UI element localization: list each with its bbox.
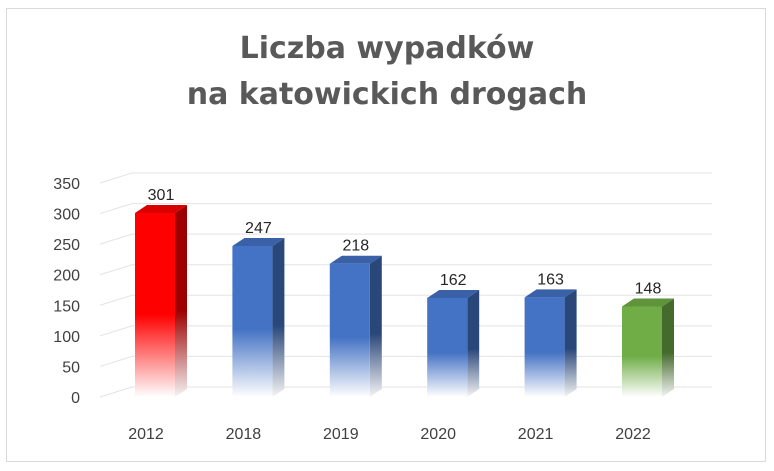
y-tick-label: 200: [53, 268, 80, 285]
data-label: 247: [245, 220, 272, 237]
bar-2020: 162: [427, 272, 480, 397]
bar-top-face: [329, 255, 382, 264]
y-tick-label: 0: [71, 390, 80, 407]
data-label: 301: [148, 187, 175, 204]
y-tick-label: 300: [53, 207, 80, 224]
bar-top-face: [232, 237, 285, 246]
data-label: 148: [635, 281, 662, 298]
x-tick-label: 2018: [226, 426, 262, 443]
bar-front-face: [232, 245, 273, 397]
y-tick-label: 250: [53, 237, 80, 254]
bar-top-face: [524, 289, 577, 298]
x-tick-label: 2022: [615, 426, 651, 443]
data-label: 163: [537, 271, 564, 288]
data-label: 218: [342, 238, 369, 255]
gridline-depth: [99, 386, 133, 398]
chart-title: Liczba wypadków na katowickich drogach: [0, 26, 774, 118]
x-tick-label: 2019: [323, 426, 359, 443]
gridline-depth: [99, 355, 133, 367]
gridline-depth: [99, 233, 133, 245]
x-tick-label: 2012: [128, 426, 164, 443]
bar-side-face: [272, 237, 285, 397]
bar-front-face: [524, 297, 565, 397]
bar-2022: 148: [622, 281, 674, 397]
bar-side-face: [175, 204, 187, 397]
bar-2012: 301: [135, 187, 187, 397]
gridline-depth: [99, 172, 133, 184]
data-label: 162: [440, 272, 467, 289]
chart-title-line-1: Liczba wypadków: [239, 31, 535, 66]
bar-top-face: [622, 298, 674, 307]
x-tick-label: 2020: [420, 426, 456, 443]
gridline-depth: [99, 325, 133, 337]
y-tick-label: 350: [53, 176, 80, 193]
gridline-depth: [99, 264, 133, 276]
bar-side-face: [662, 298, 674, 397]
bar-side-face: [564, 289, 577, 397]
y-tick-label: 150: [53, 298, 80, 315]
bar-front-face: [135, 212, 175, 397]
bar-front-face: [622, 306, 662, 397]
bar-top-face: [427, 289, 480, 298]
bar-front-face: [329, 263, 370, 397]
gridline-depth: [99, 203, 133, 215]
y-tick-label: 50: [62, 359, 80, 376]
bar-2021: 163: [524, 271, 577, 397]
bar-2019: 218: [329, 238, 382, 397]
y-axis: 0 50 100 150 200 250 300 350: [53, 176, 80, 407]
bar-side-face: [369, 255, 382, 397]
bar-side-face: [467, 289, 480, 397]
bar-2018: 247: [232, 220, 285, 397]
gridline-depth: [99, 294, 133, 306]
bar-front-face: [427, 297, 468, 397]
bar-top-face: [135, 204, 187, 213]
gridlines: [99, 172, 712, 398]
bars: 301 247 218 162 163 148: [135, 187, 674, 397]
chart-title-line-2: na katowickich drogach: [186, 77, 588, 112]
y-tick-label: 100: [53, 329, 80, 346]
x-tick-label: 2021: [518, 426, 554, 443]
x-axis: 2012 2018 2019 2020 2021 2022: [128, 426, 651, 443]
